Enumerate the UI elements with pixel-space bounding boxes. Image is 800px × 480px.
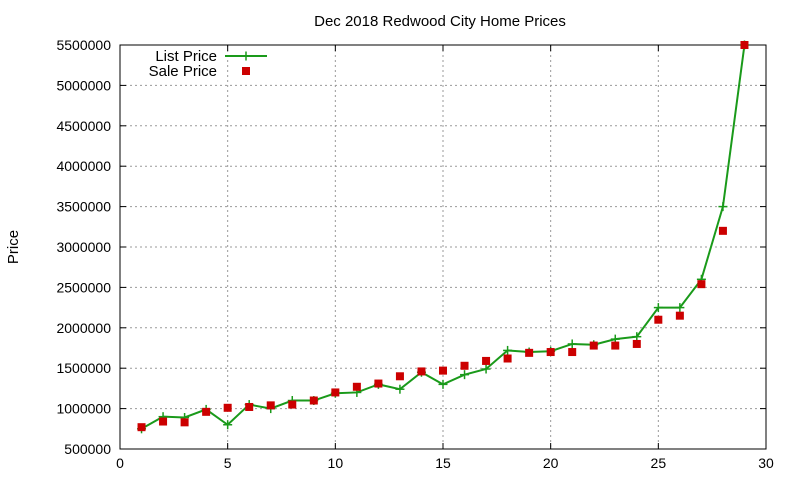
x-tick-label: 15: [435, 455, 451, 471]
sale-price-point: [266, 401, 275, 410]
sale-price-point: [180, 418, 189, 427]
sale-price-point: [460, 361, 469, 370]
sale-price-point: [675, 311, 684, 320]
sale-price-point: [137, 423, 146, 432]
sale-price-point: [589, 341, 598, 350]
sale-price-point: [740, 41, 749, 49]
sale-price-point: [374, 379, 383, 388]
y-tick-label: 5000000: [56, 77, 111, 93]
legend-label-sale-price: Sale Price: [149, 63, 217, 80]
list-price-point: [481, 364, 491, 374]
list-price-point: [632, 332, 642, 342]
x-tick-label: 10: [328, 455, 344, 471]
sale-price-point: [245, 402, 254, 411]
y-tick-label: 2000000: [56, 320, 111, 336]
sale-price-point: [697, 280, 706, 289]
list-price-point: [718, 202, 728, 212]
legend-marker-list-price: [225, 51, 267, 61]
list-price-point: [675, 303, 685, 313]
sale-price-point: [159, 417, 168, 426]
sale-price-point: [352, 382, 361, 391]
list-price-point: [460, 370, 470, 380]
sale-price-point: [611, 341, 620, 350]
list-price-point: [653, 303, 663, 313]
axis-ticks: 500000 1000000 1500000 2000000 2500000 300000…: [56, 37, 774, 471]
chart-title: Dec 2018 Redwood City Home Prices: [314, 13, 566, 30]
x-tick-label: 5: [224, 455, 232, 471]
sale-price-point: [654, 315, 663, 324]
sale-price-point: [568, 348, 577, 357]
legend-marker-sale-price: [242, 67, 250, 75]
legend-label-list-price: List Price: [155, 48, 217, 65]
y-tick-label: 5500000: [56, 37, 111, 53]
y-tick-label: 1000000: [56, 401, 111, 417]
list-price-point: [395, 384, 405, 394]
y-tick-label: 1500000: [56, 360, 111, 376]
sale-price-point: [395, 372, 404, 381]
sale-price-point: [503, 354, 512, 363]
y-tick-label: 4500000: [56, 118, 111, 134]
sale-price-point: [202, 407, 211, 416]
list-price-point: [223, 420, 233, 430]
legend-square-sample: [242, 67, 250, 75]
sale-price-point: [309, 396, 318, 405]
sale-price-point: [439, 366, 447, 375]
y-tick-label: 4000000: [56, 158, 111, 174]
x-tick-label: 25: [651, 455, 667, 471]
sale-price-point: [525, 348, 534, 357]
sale-price-point: [417, 367, 426, 376]
y-tick-label: 3500000: [56, 199, 111, 215]
sale-price-point: [718, 226, 727, 235]
sale-price-point: [632, 339, 641, 348]
series-layer: [137, 40, 749, 434]
x-tick-label: 0: [116, 455, 124, 471]
legend-plus-sample: [241, 51, 251, 61]
sale-price-point: [546, 348, 555, 357]
y-tick-label: 500000: [64, 441, 111, 457]
x-tick-label: 30: [758, 455, 774, 471]
sale-price-point: [223, 403, 232, 412]
sale-price-point: [482, 356, 491, 365]
sale-price-point: [331, 388, 340, 397]
sale-price-point: [288, 400, 297, 409]
x-tick-label: 20: [543, 455, 559, 471]
list-price-point: [503, 345, 513, 355]
y-axis-label: Price: [5, 230, 22, 264]
legend: List Price Sale Price: [149, 48, 267, 80]
y-tick-label: 2500000: [56, 279, 111, 295]
y-tick-label: 3000000: [56, 239, 111, 255]
list-price-point: [567, 339, 577, 349]
list-price-point: [438, 379, 448, 389]
